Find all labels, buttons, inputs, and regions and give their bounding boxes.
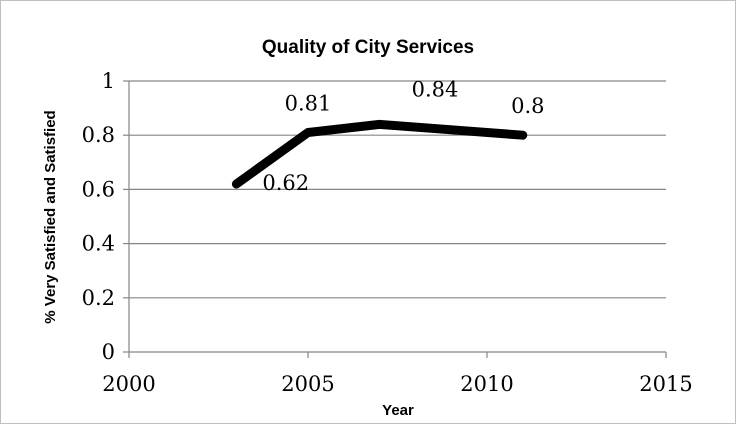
data-labels: 0.62 0.81 0.84 0.8	[262, 77, 544, 195]
y-tick-label: 0.8	[82, 123, 115, 147]
x-tick-label: 2010	[460, 372, 513, 396]
axes	[123, 80, 667, 358]
x-tick-label: 2005	[281, 372, 334, 396]
data-label: 0.84	[412, 77, 459, 101]
y-tick-label: 1	[102, 69, 115, 93]
series-line	[231, 119, 528, 189]
data-point	[235, 183, 237, 185]
chart-title: Quality of City Services	[262, 37, 474, 58]
y-tick-label: 0	[102, 340, 115, 364]
data-label: 0.62	[262, 171, 309, 195]
gridlines	[129, 80, 666, 299]
data-point	[522, 134, 524, 136]
data-label: 0.81	[285, 91, 332, 115]
x-tick-label: 2000	[102, 372, 155, 396]
y-tick-label: 0.4	[82, 232, 115, 256]
data-label: 0.8	[511, 94, 544, 118]
data-point	[379, 123, 381, 125]
y-tick-label: 0.2	[82, 286, 115, 310]
series	[231, 119, 528, 189]
x-tick-label: 2015	[639, 372, 692, 396]
y-axis-title: % Very Satisfied and Satisfied	[42, 110, 59, 323]
x-axis-title: Year	[382, 402, 414, 419]
data-point	[307, 131, 309, 133]
y-tick-label: 0.6	[82, 177, 115, 201]
